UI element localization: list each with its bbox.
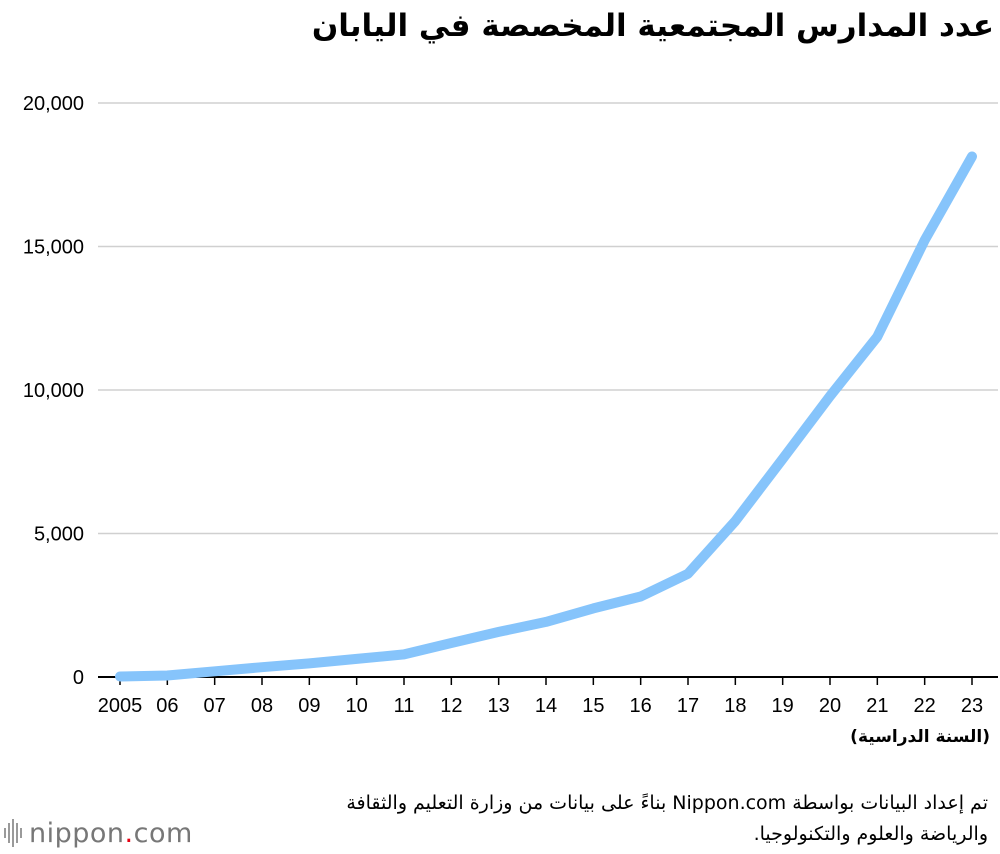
- x-tick-label: 22: [914, 695, 936, 717]
- x-tick-label: 17: [677, 695, 699, 717]
- x-tick-label: 06: [156, 695, 178, 717]
- nippon-logo[interactable]: nippon.com: [4, 815, 193, 851]
- y-tick-label: 10,000: [23, 380, 84, 402]
- x-tick-label: 21: [866, 695, 888, 717]
- y-tick-label: 0: [73, 667, 84, 689]
- x-tick-label: 10: [346, 695, 368, 717]
- x-tick-label: 07: [204, 695, 226, 717]
- x-tick-label: 14: [535, 695, 557, 717]
- y-tick-label: 15,000: [23, 237, 84, 259]
- logo-wordmark: nippon.com: [29, 817, 193, 849]
- x-tick-label: 11: [394, 695, 415, 717]
- x-tick-label: 08: [251, 695, 273, 717]
- sound-wave-icon: [4, 819, 22, 847]
- line-chart: 0 5,000 10,000 15,000 20,000 2005 06 07 08 09 10 11…: [23, 93, 998, 717]
- x-tick-label: 19: [772, 695, 794, 717]
- x-tick-label: 09: [298, 695, 320, 717]
- x-axis-label: (السنة الدراسية): [850, 727, 990, 747]
- x-tick-label: 13: [488, 695, 510, 717]
- chart-title: عدد المدارس المجتمعية المخصصة في اليابان: [311, 8, 994, 44]
- y-tick-label: 5,000: [34, 524, 84, 546]
- x-tick-label: 12: [440, 695, 462, 717]
- x-tick-label: 15: [582, 695, 604, 717]
- x-tick-label: 2005: [98, 695, 143, 717]
- x-tick-label: 16: [630, 695, 652, 717]
- series-line: [115, 151, 977, 682]
- x-tick-label: 18: [724, 695, 746, 717]
- x-tick-label: 23: [961, 695, 983, 717]
- x-tick-label: 20: [819, 695, 841, 717]
- y-tick-label: 20,000: [23, 93, 84, 115]
- source-note: تم إعداد البيانات بواسطة Nippon.com بناء…: [346, 792, 988, 845]
